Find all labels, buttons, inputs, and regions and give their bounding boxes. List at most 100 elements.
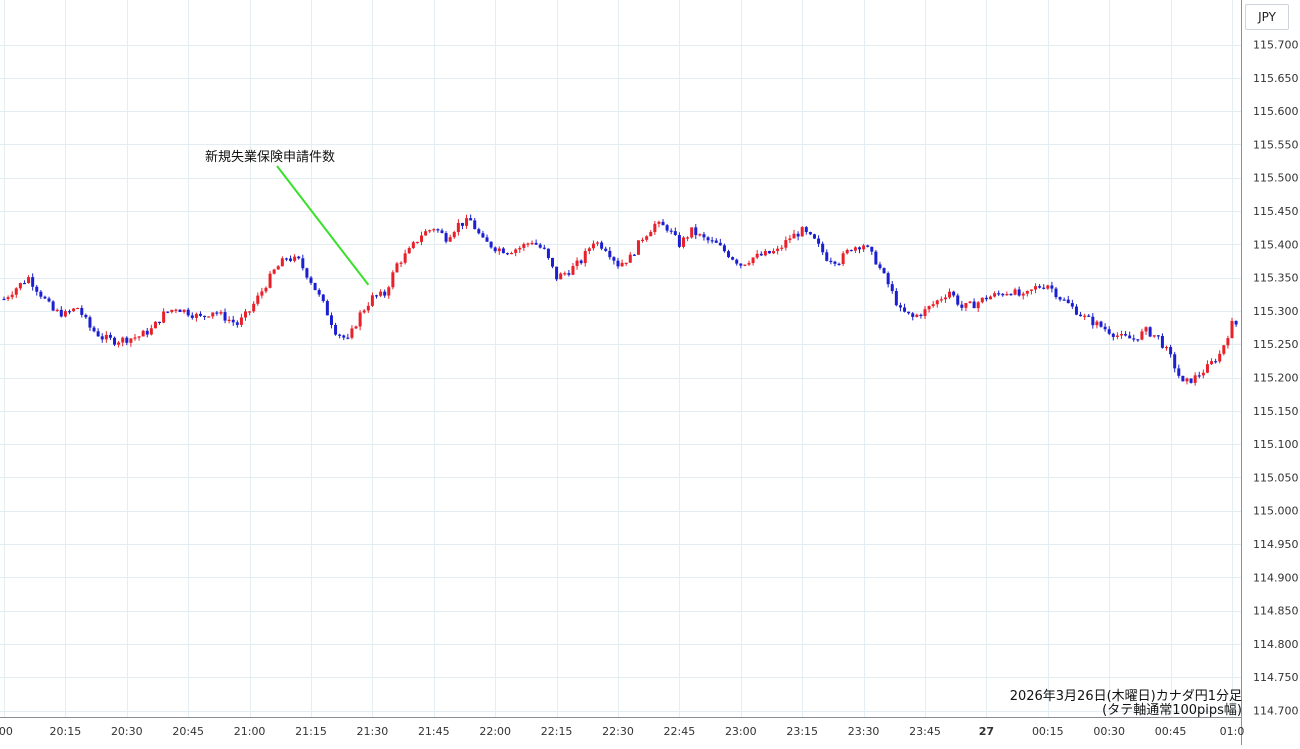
candle-up xyxy=(526,243,530,245)
y-tick-label: 115.450 xyxy=(1253,205,1299,218)
candle-down xyxy=(473,220,477,230)
candle-down xyxy=(321,294,325,302)
candle-up xyxy=(407,248,411,254)
candle-down xyxy=(485,237,489,242)
candle-down xyxy=(84,314,88,318)
candle-up xyxy=(772,250,776,254)
candle-up xyxy=(690,227,694,238)
candle-up xyxy=(763,251,767,256)
candle-up xyxy=(174,309,178,311)
candle-down xyxy=(198,313,202,316)
candle-down xyxy=(911,313,915,317)
candle-up xyxy=(76,307,80,310)
candle-up xyxy=(641,239,645,242)
candle-up xyxy=(862,245,866,250)
candle-up xyxy=(162,311,166,323)
x-tick-label: 21:45 xyxy=(418,725,450,738)
candle-down xyxy=(677,235,681,247)
candle-down xyxy=(469,218,473,221)
candle-up xyxy=(10,294,14,298)
candle-up xyxy=(514,249,518,253)
candle-down xyxy=(665,225,669,231)
candle-down xyxy=(632,254,636,256)
candle-down xyxy=(235,322,239,325)
candle-up xyxy=(751,257,755,264)
candle-down xyxy=(727,251,731,258)
candle-down xyxy=(39,291,43,297)
y-tick-label: 115.100 xyxy=(1253,438,1299,451)
x-tick-label: 00:45 xyxy=(1155,725,1187,738)
candle-up xyxy=(743,264,747,266)
candle-down xyxy=(616,260,620,267)
y-tick-label: 115.000 xyxy=(1253,505,1299,518)
candle-down xyxy=(51,301,55,311)
candle-down xyxy=(984,297,988,300)
annotation-label: 新規失業保険申請件数 xyxy=(205,150,336,165)
candle-up xyxy=(583,251,587,264)
candle-up xyxy=(788,238,792,241)
candle-down xyxy=(1160,335,1164,348)
candle-down xyxy=(972,301,976,309)
candle-up xyxy=(248,311,252,313)
y-tick-label: 114.750 xyxy=(1253,671,1299,684)
candle-down xyxy=(501,248,505,254)
candle-up xyxy=(207,316,211,318)
candle-down xyxy=(804,227,808,233)
candle-down xyxy=(555,266,559,280)
candle-up xyxy=(591,243,595,249)
candle-up xyxy=(256,295,260,304)
y-tick-label: 115.400 xyxy=(1253,238,1299,251)
y-tick-label: 115.600 xyxy=(1253,105,1299,118)
candle-down xyxy=(334,324,338,335)
candle-down xyxy=(1181,375,1185,382)
candle-down xyxy=(2,298,6,301)
candle-up xyxy=(141,330,145,337)
candle-up xyxy=(133,337,137,339)
candle-down xyxy=(849,249,853,252)
candle-down xyxy=(808,232,812,235)
candle-down xyxy=(907,311,911,314)
candle-down xyxy=(858,247,862,250)
candle-up xyxy=(935,300,939,305)
candle-down xyxy=(956,295,960,305)
candle-up xyxy=(260,291,264,296)
candle-up xyxy=(395,263,399,273)
candle-down xyxy=(812,234,816,239)
candle-down xyxy=(444,233,448,242)
candle-up xyxy=(121,337,125,343)
candle-up xyxy=(1226,338,1230,346)
candle-up xyxy=(428,230,432,232)
candle-down xyxy=(960,304,964,308)
candle-down xyxy=(477,229,481,234)
candle-down xyxy=(31,277,35,287)
candle-up xyxy=(575,260,579,267)
candle-down xyxy=(1042,287,1046,289)
currency-label[interactable]: JPY xyxy=(1245,4,1289,30)
x-tick-label: 22:00 xyxy=(479,725,511,738)
candle-down xyxy=(579,260,583,264)
candle-up xyxy=(645,236,649,240)
candle-down xyxy=(22,283,26,285)
y-tick-label: 115.350 xyxy=(1253,272,1299,285)
candle-down xyxy=(833,261,837,264)
x-tick-label: 00:15 xyxy=(1032,725,1064,738)
candle-down xyxy=(1054,288,1058,298)
candle-down xyxy=(35,286,39,292)
candle-up xyxy=(370,295,374,306)
candle-down xyxy=(96,331,100,337)
candle-up xyxy=(391,272,395,288)
grid xyxy=(0,0,1241,717)
annotation xyxy=(276,165,370,286)
x-tick-label: 21:15 xyxy=(295,725,327,738)
x-tick-label: 23:00 xyxy=(725,725,757,738)
candle-up xyxy=(411,242,415,249)
candle-down xyxy=(600,242,604,249)
candle-down xyxy=(190,315,194,318)
candle-down xyxy=(346,337,350,339)
candle-up xyxy=(403,253,407,263)
candle-up xyxy=(280,258,284,267)
candle-down xyxy=(714,240,718,243)
candle-down xyxy=(374,295,378,297)
candle-up xyxy=(1201,372,1205,376)
candle-down xyxy=(673,231,677,236)
